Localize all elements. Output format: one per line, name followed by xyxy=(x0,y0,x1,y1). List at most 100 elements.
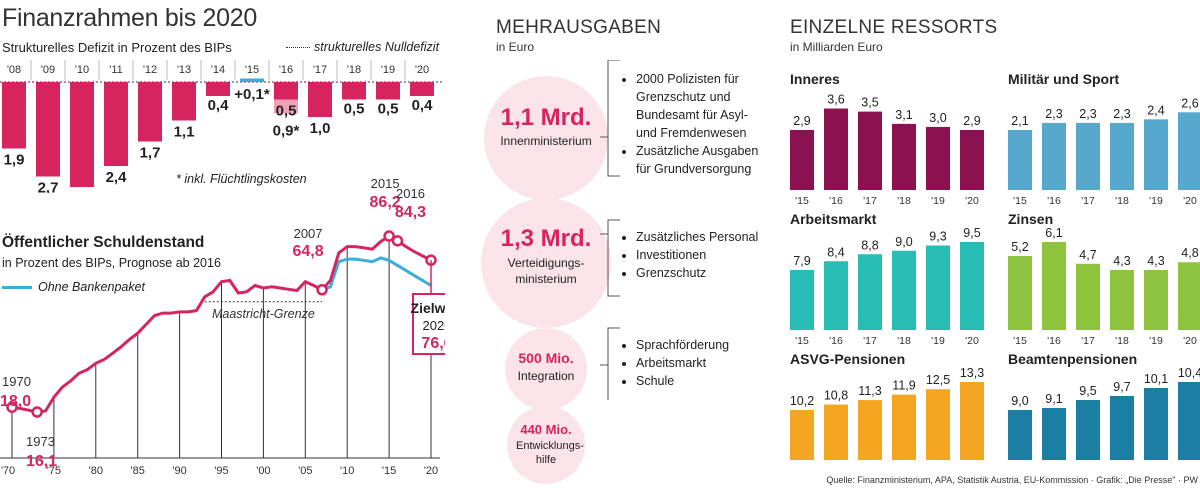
mehr-title: MEHRAUSGABEN xyxy=(496,17,662,38)
ressort-bar xyxy=(1042,242,1066,330)
deficit-bar xyxy=(240,78,264,82)
ressort-value-label: 10,4 xyxy=(1178,366,1200,380)
ressort-bar xyxy=(960,130,984,190)
ressort-value-label: 4,8 xyxy=(1181,246,1198,260)
target-value: 76,6 xyxy=(421,335,445,352)
ressort-year-label: '20 xyxy=(1183,195,1197,207)
mehr-connectors xyxy=(600,60,620,400)
ressort-bar xyxy=(892,123,916,190)
ressort-value-label: 9,0 xyxy=(1011,394,1028,408)
ressort-bar xyxy=(892,394,916,460)
ressort-value-label: 6,1 xyxy=(1045,226,1062,240)
ressort-bar xyxy=(858,400,882,460)
debt-highlight-point xyxy=(6,401,18,413)
debt-highlight-point xyxy=(383,230,395,242)
ressort-year-label: '15 xyxy=(1013,335,1027,347)
ressort-value-label: 2,9 xyxy=(963,114,980,128)
mehr-amount-1: 1,1 Mrd. xyxy=(500,104,592,131)
deficit-value-label: 1,9 xyxy=(4,152,25,169)
ressort-bar xyxy=(960,382,984,460)
ressort-panel-title: Beamtenpensionen xyxy=(1008,351,1137,367)
debt-value-label: 18,0 xyxy=(0,393,31,410)
ressort-year-label: '18 xyxy=(1115,335,1129,347)
deficit-subtitle: Strukturelles Defizit in Prozent des BIP… xyxy=(2,40,232,55)
ressort-bar xyxy=(824,404,848,460)
deficit-year-label: '09 xyxy=(41,64,55,76)
ressort-bar xyxy=(926,126,950,190)
debt-year-label: 2007 xyxy=(294,226,323,241)
deficit-value-label: 0,5 xyxy=(276,103,297,120)
debt-value-label: 64,8 xyxy=(292,243,323,260)
deficit-value-label: 0,4 xyxy=(412,97,434,114)
ressort-panel-title: Inneres xyxy=(790,71,840,87)
debt-tick-label: '15 xyxy=(382,465,396,477)
bullet-item: Sprachförderung xyxy=(636,336,772,354)
deficit-bar xyxy=(36,82,60,177)
deficit-value-label: 1,0 xyxy=(310,120,331,137)
bullet-item: Arbeitsmarkt xyxy=(636,354,772,372)
ressort-value-label: 13,3 xyxy=(960,366,984,380)
ressort-value-label: 8,4 xyxy=(827,245,844,259)
ressort-value-label: 9,3 xyxy=(929,230,946,244)
ressort-bar xyxy=(824,108,848,190)
ressort-bar xyxy=(1110,122,1134,190)
ressort-bar xyxy=(1144,270,1168,330)
deficit-chart: '08 '09 '10 '11 '12 '13 '14 '15 '16 '17 '18 '19 '20 1… xyxy=(0,60,442,193)
mehr-circle-1: 1,1 Mrd. Innenministerium xyxy=(484,76,608,200)
ressort-year-label: '18 xyxy=(897,195,911,207)
ressort-value-label: 11,9 xyxy=(892,379,915,393)
ressort-year-label: '19 xyxy=(1149,195,1163,207)
ressort-bar xyxy=(1042,408,1066,460)
mehr-circle-2: 1,3 Mrd. Verteidigungs-ministerium xyxy=(481,198,611,328)
ressort-bar xyxy=(1008,256,1032,330)
mehr-amount-2: 1,3 Mrd. xyxy=(500,225,592,252)
ressort-year-label: '15 xyxy=(795,195,809,207)
ressort-bar xyxy=(1008,130,1032,190)
ressort-value-label: 9,5 xyxy=(1079,384,1096,398)
deficit-bar xyxy=(172,82,196,121)
deficit-year-label: '17 xyxy=(313,64,327,76)
deficit-bar xyxy=(138,82,162,142)
ressort-year-label: '20 xyxy=(965,335,979,347)
deficit-footnote: * inkl. Flüchtlingskosten xyxy=(176,172,307,186)
mehr-label-3: Integration xyxy=(517,369,575,383)
ressort-bar xyxy=(1144,119,1168,190)
ressort-value-label: 2,3 xyxy=(1045,107,1062,121)
ressort-value-label: 10,1 xyxy=(1144,372,1168,386)
debt-highlight-point xyxy=(391,235,404,247)
ressort-bar xyxy=(824,261,848,330)
ressort-panel-title: Militär und Sport xyxy=(1008,71,1120,87)
debt-tick-label: '00 xyxy=(256,465,270,477)
deficit-year-label: '08 xyxy=(7,64,21,76)
deficit-bar xyxy=(342,82,366,100)
debt-highlight-point xyxy=(316,284,328,296)
debt-tick-label: '10 xyxy=(340,465,354,477)
ressort-bar xyxy=(1042,122,1066,190)
debt-legend: Ohne Bankenpaket xyxy=(2,280,145,294)
ressort-year-label: '16 xyxy=(829,195,843,207)
deficit-bar xyxy=(2,82,26,149)
debt-tick-label: '75 xyxy=(47,465,61,477)
deficit-value-label: 1,7 xyxy=(140,145,161,162)
ressort-year-label: '17 xyxy=(863,195,877,207)
deficit-legend: strukturelles Nulldefizit xyxy=(286,40,439,54)
main-title: Finanzrahmen bis 2020 xyxy=(2,4,257,32)
ressort-value-label: 3,1 xyxy=(895,108,912,122)
deficit-bar xyxy=(206,82,230,96)
ressort-bar xyxy=(858,254,882,330)
deficit-year-label: '15 xyxy=(245,64,259,76)
ressort-bar xyxy=(1144,388,1168,460)
ressort-value-label: 10,8 xyxy=(824,389,848,403)
ressort-year-label: '15 xyxy=(1013,195,1027,207)
mehr-label-2: Verteidigungs-ministerium xyxy=(507,256,585,286)
debt-tick-label: '90 xyxy=(172,465,186,477)
debt-legend-label: Ohne Bankenpaket xyxy=(38,280,146,294)
ressort-bar xyxy=(1076,122,1100,190)
ressort-value-label: 2,4 xyxy=(1147,103,1164,117)
debt-year-label: 1973 xyxy=(26,434,55,449)
ressort-panel-title: ASVG-Pensionen xyxy=(790,351,905,367)
debt-year-label: 2015 xyxy=(371,176,400,191)
ressort-value-label: 9,0 xyxy=(895,235,912,249)
deficit-value-label: 0,5 xyxy=(378,101,399,118)
deficit-year-label: '20 xyxy=(415,64,429,76)
